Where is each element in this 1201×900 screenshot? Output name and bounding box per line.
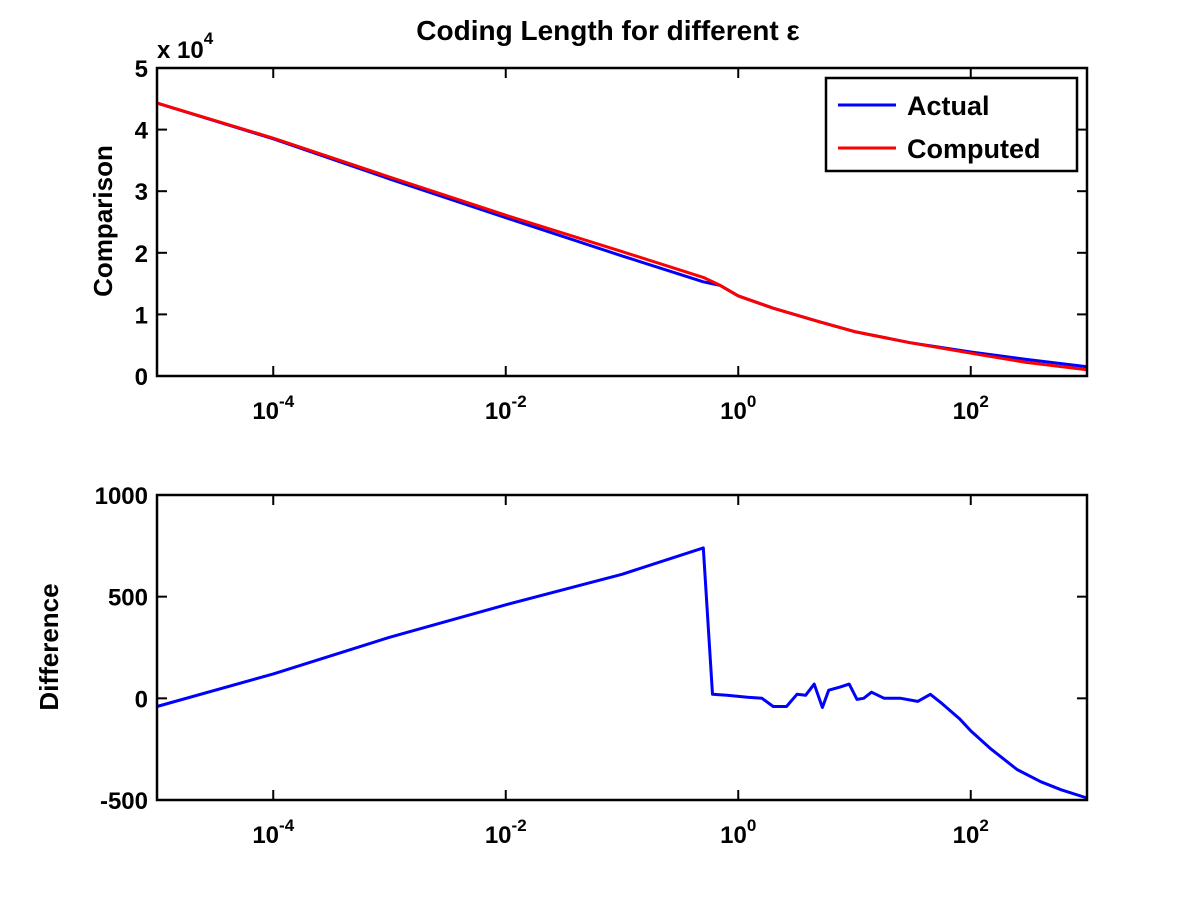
chart-title: Coding Length for different ε — [416, 15, 799, 46]
legend-label: Actual — [907, 91, 990, 121]
legend-label: Computed — [907, 134, 1040, 164]
tick-labels: 10-4 10-2 100 102 -500 0 500 1000 — [95, 483, 989, 849]
y-multiplier-text: x 104 — [157, 29, 214, 64]
y-tick-label: -500 — [100, 788, 148, 815]
series-group — [156, 101, 1088, 372]
y-tick-label: 500 — [108, 585, 148, 612]
x-tick-label: 10-4 — [252, 392, 294, 425]
legend: Actual Computed — [824, 76, 1079, 173]
series-line-difference — [156, 546, 1088, 800]
y-axis-label: Difference — [34, 583, 64, 710]
y-tick-label: 0 — [135, 364, 148, 391]
difference-chart: 10-4 10-2 100 102 -500 0 500 1000 Difference — [34, 483, 1089, 849]
x-tick-label: 10-2 — [485, 392, 527, 425]
y-tick-label: 1 — [135, 302, 148, 329]
x-tick-label: 10-4 — [252, 816, 294, 849]
series-line-computed — [156, 101, 1088, 372]
y-tick-label: 5 — [135, 56, 148, 83]
comparison-chart: Coding Length for different ε x 104 10-4… — [88, 15, 1089, 425]
x-tick-label: 102 — [953, 392, 989, 425]
y-tick-label: 1000 — [95, 483, 148, 510]
tick-labels: 10-4 10-2 100 102 0 1 2 3 4 5 — [135, 56, 989, 425]
plot-frame — [155, 66, 1089, 378]
x-tick-label: 100 — [720, 392, 756, 425]
x-tick-label: 100 — [720, 816, 756, 849]
series-group — [156, 546, 1088, 800]
x-tick-label: 10-2 — [485, 816, 527, 849]
y-tick-label: 3 — [135, 179, 148, 206]
y-tick-label: 2 — [135, 241, 148, 268]
axes — [155, 66, 1089, 378]
legend-box — [824, 76, 1079, 173]
axes — [155, 493, 1089, 802]
y-axis-label: Comparison — [88, 145, 118, 297]
y-multiplier-label: x 104 — [157, 29, 214, 64]
y-tick-label: 4 — [135, 118, 149, 145]
x-tick-label: 102 — [953, 816, 989, 849]
plot-frame — [155, 493, 1089, 802]
y-tick-label: 0 — [135, 686, 148, 713]
